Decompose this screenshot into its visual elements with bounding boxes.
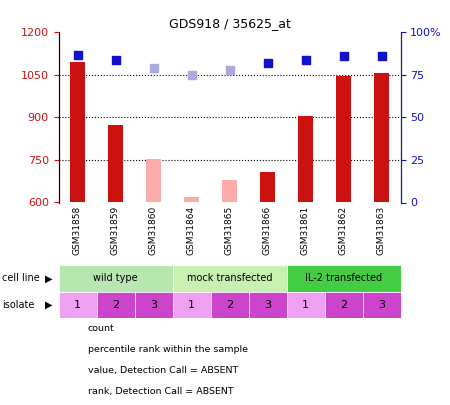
Point: [378, 53, 385, 60]
Text: wild type: wild type: [93, 273, 138, 283]
Title: GDS918 / 35625_at: GDS918 / 35625_at: [169, 17, 290, 30]
Bar: [287, 292, 324, 318]
Bar: [324, 292, 363, 318]
Point: [112, 56, 119, 63]
Point: [150, 65, 157, 71]
Bar: [108, 126, 123, 202]
Bar: [70, 62, 85, 202]
Text: GSM31860: GSM31860: [149, 206, 158, 255]
Text: isolate: isolate: [2, 300, 35, 310]
Text: GSM31863: GSM31863: [377, 206, 386, 255]
Text: 3: 3: [150, 300, 157, 310]
Bar: [58, 292, 96, 318]
Bar: [172, 292, 211, 318]
Point: [226, 66, 233, 73]
Text: GSM31861: GSM31861: [301, 206, 310, 255]
Text: GSM31859: GSM31859: [111, 206, 120, 255]
Bar: [211, 292, 248, 318]
Text: GSM31865: GSM31865: [225, 206, 234, 255]
Bar: [374, 73, 389, 202]
Bar: [363, 292, 400, 318]
Bar: [248, 292, 287, 318]
Text: ▶: ▶: [45, 273, 53, 283]
Text: 1: 1: [74, 300, 81, 310]
Text: 2: 2: [112, 300, 119, 310]
Text: ▶: ▶: [45, 300, 53, 310]
Point: [264, 60, 271, 66]
Bar: [298, 116, 313, 202]
Bar: [146, 160, 161, 202]
Bar: [222, 180, 237, 202]
Text: count: count: [88, 324, 114, 333]
Bar: [172, 265, 287, 292]
Bar: [96, 292, 135, 318]
Point: [340, 53, 347, 60]
Text: 1: 1: [302, 300, 309, 310]
Text: 1: 1: [188, 300, 195, 310]
Text: GSM31862: GSM31862: [339, 206, 348, 255]
Bar: [135, 292, 172, 318]
Text: percentile rank within the sample: percentile rank within the sample: [88, 345, 248, 354]
Text: 2: 2: [226, 300, 233, 310]
Text: 3: 3: [264, 300, 271, 310]
Text: mock transfected: mock transfected: [187, 273, 272, 283]
Bar: [184, 197, 199, 202]
Text: IL-2 transfected: IL-2 transfected: [305, 273, 382, 283]
Text: cell line: cell line: [2, 273, 40, 283]
Text: 2: 2: [340, 300, 347, 310]
Text: GSM31864: GSM31864: [187, 206, 196, 255]
Point: [188, 72, 195, 78]
Text: 3: 3: [378, 300, 385, 310]
Text: value, Detection Call = ABSENT: value, Detection Call = ABSENT: [88, 366, 238, 375]
Bar: [260, 173, 275, 202]
Bar: [287, 265, 400, 292]
Point: [74, 51, 81, 58]
Bar: [58, 265, 172, 292]
Point: [302, 56, 309, 63]
Text: GSM31866: GSM31866: [263, 206, 272, 255]
Bar: [336, 76, 351, 202]
Text: GSM31858: GSM31858: [73, 206, 82, 255]
Text: rank, Detection Call = ABSENT: rank, Detection Call = ABSENT: [88, 387, 234, 396]
